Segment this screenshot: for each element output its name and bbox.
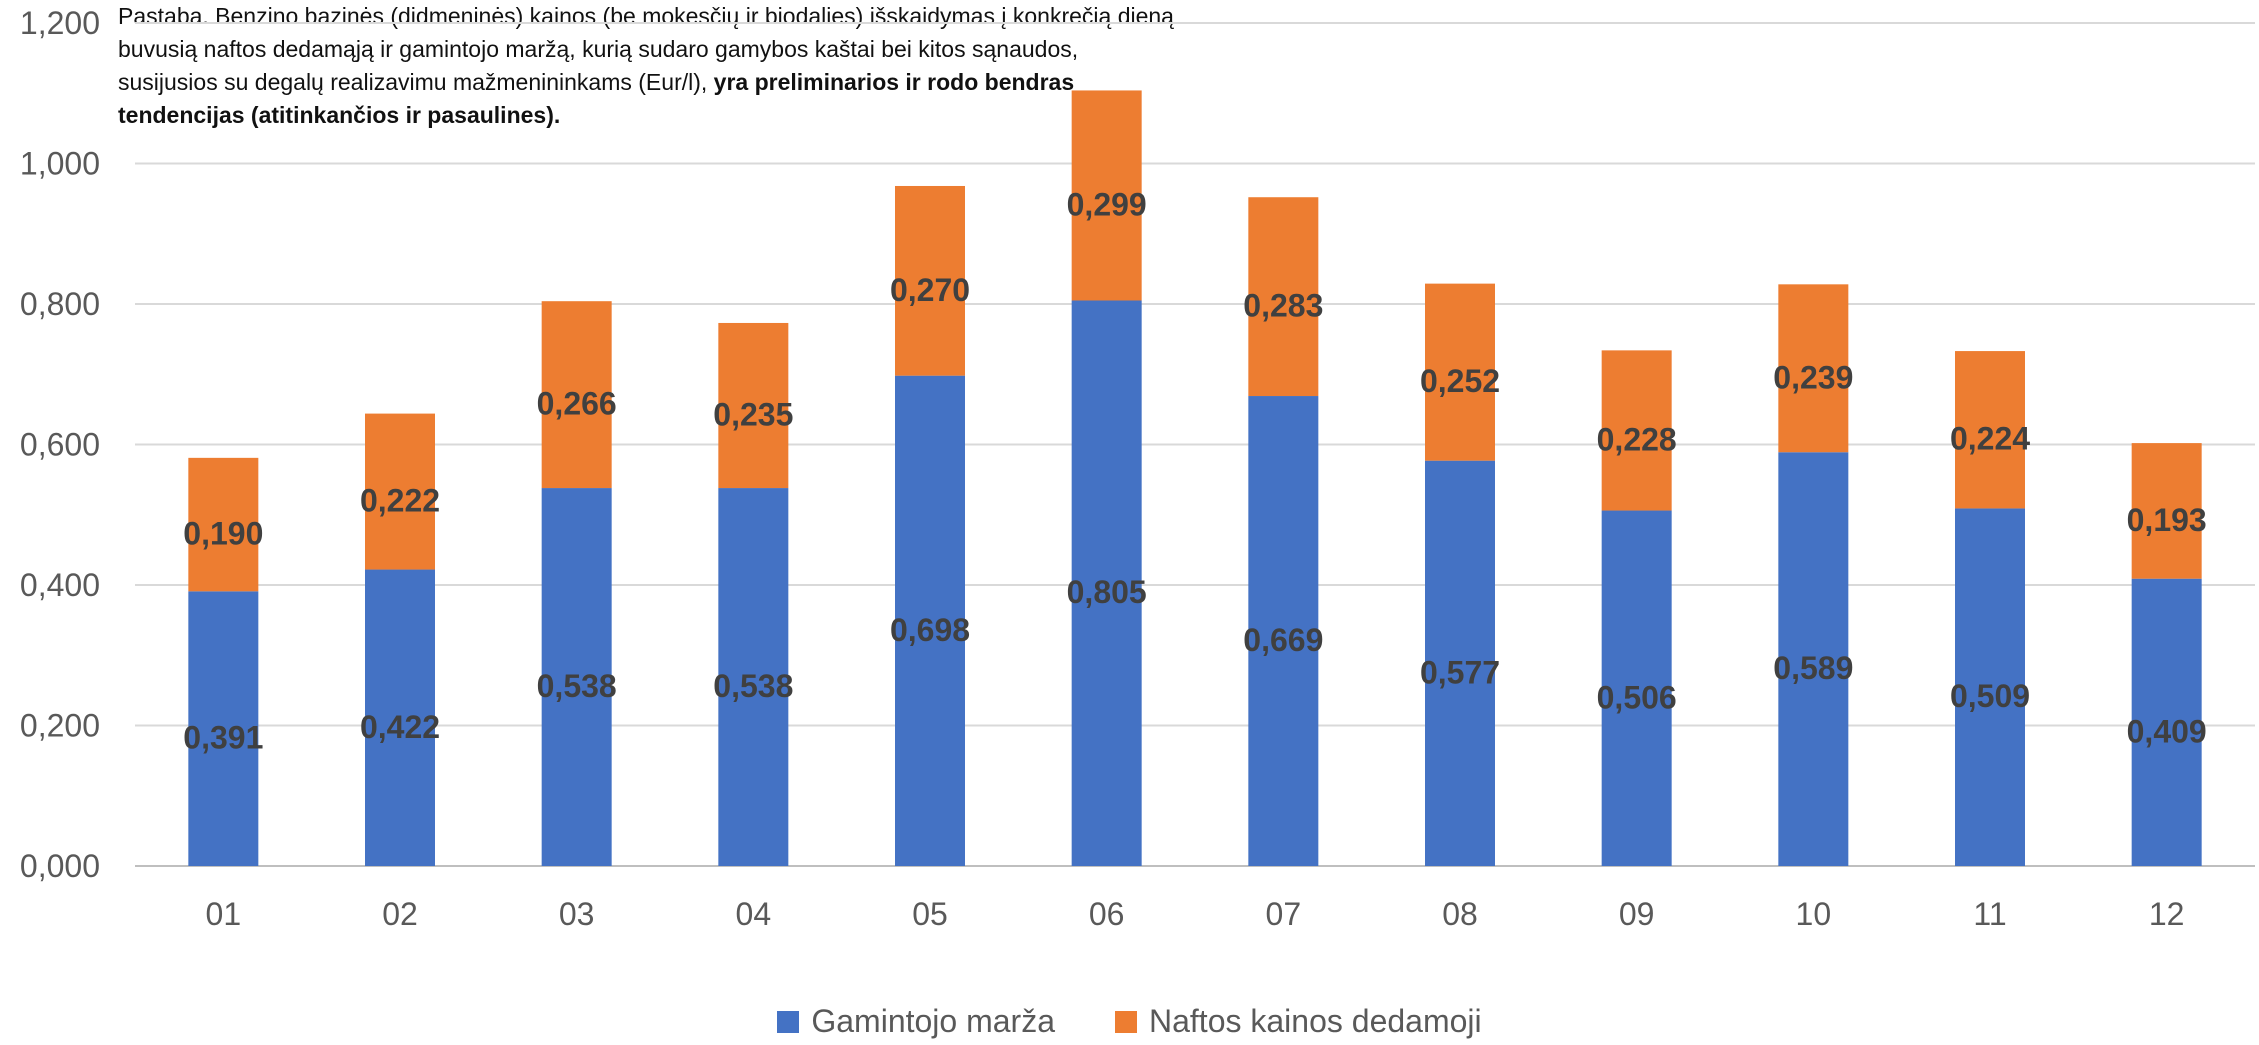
legend-item-margin[interactable]: Gamintojo marža	[777, 1003, 1055, 1040]
bar-margin	[1071, 300, 1142, 866]
x-tick-label: 12	[2149, 896, 2185, 932]
bar-margin	[2131, 578, 2202, 866]
y-tick-label: 0,400	[20, 567, 100, 603]
x-axis: 01 02 03 04 05 06 07 08 09 10 11 12	[206, 896, 2185, 932]
data-label: 0,409	[2127, 713, 2207, 749]
data-label: 0,538	[537, 668, 617, 704]
bar-margin	[1601, 510, 1672, 866]
stacked-bar-chart: 0,000 0,200 0,400 0,600 0,800 1,000 1,200 0,39…	[20, 5, 2255, 932]
data-label: 0,252	[1420, 363, 1500, 399]
data-label: 0,506	[1597, 679, 1677, 715]
x-tick-label: 04	[736, 896, 772, 932]
x-tick-label: 11	[1973, 896, 2006, 932]
bar-margin	[188, 591, 259, 866]
y-tick-label: 0,000	[20, 848, 100, 884]
x-tick-label: 07	[1266, 896, 1302, 932]
bar-oil	[1601, 350, 1672, 511]
data-label: 0,224	[1950, 421, 2030, 457]
bar-margin	[541, 488, 612, 866]
bar-margin	[1778, 452, 1849, 866]
data-label: 0,509	[1950, 678, 2030, 714]
data-label: 0,577	[1420, 654, 1500, 690]
x-tick-label: 09	[1619, 896, 1655, 932]
note-text: Pastaba. Benzino bazinės (didmeninės) ka…	[118, 3, 1174, 95]
x-tick-label: 05	[912, 896, 948, 932]
legend-swatch-oil	[1115, 1010, 1137, 1033]
gridlines	[135, 22, 2255, 867]
data-label: 0,698	[890, 612, 970, 648]
bar-oil	[2131, 443, 2202, 579]
data-label: 0,299	[1067, 186, 1147, 222]
data-label: 0,422	[360, 709, 440, 745]
bar-oil	[1248, 197, 1319, 397]
x-tick-label: 02	[382, 896, 418, 932]
data-label: 0,222	[360, 483, 440, 519]
bar-margin	[1955, 508, 2025, 866]
data-label: 0,190	[183, 516, 263, 552]
y-axis: 0,000 0,200 0,400 0,600 0,800 1,000 1,200	[20, 5, 100, 884]
chart-note: Pastaba. Benzino bazinės (didmeninės) ka…	[118, 0, 1178, 132]
data-label: 0,538	[713, 668, 793, 704]
legend-item-oil[interactable]: Naftos kainos dedamoji	[1115, 1003, 1482, 1040]
data-label: 0,228	[1597, 421, 1677, 457]
data-label: 0,589	[1773, 650, 1853, 686]
data-label: 0,270	[890, 272, 970, 308]
legend-label-margin: Gamintojo marža	[811, 1003, 1055, 1039]
y-tick-label: 0,600	[20, 427, 100, 463]
x-tick-label: 01	[206, 896, 242, 932]
data-label: 0,235	[713, 397, 793, 433]
bar-oil	[1955, 351, 2025, 509]
note-bold-text: yra preliminarios ir rodo bendras tenden…	[118, 69, 1075, 128]
y-tick-label: 1,200	[20, 5, 100, 41]
data-label: 0,193	[2127, 502, 2207, 538]
x-tick-label: 06	[1089, 896, 1125, 932]
data-label: 0,266	[537, 386, 617, 422]
bar-oil	[1071, 90, 1142, 301]
bar-oil	[895, 185, 965, 376]
data-label: 0,283	[1243, 288, 1323, 324]
data-label: 0,391	[183, 720, 263, 756]
bar-margin	[1425, 460, 1495, 866]
bar-oil	[188, 457, 259, 592]
bar-oil	[541, 301, 612, 489]
bar-oil	[1425, 283, 1495, 461]
x-tick-label: 08	[1442, 896, 1478, 932]
x-tick-label: 03	[559, 896, 595, 932]
data-label: 0,239	[1773, 359, 1853, 395]
data-label: 0,805	[1067, 574, 1147, 610]
legend-label-oil: Naftos kainos dedamoji	[1149, 1003, 1482, 1039]
legend-swatch-margin	[777, 1010, 800, 1033]
bar-margin	[365, 569, 435, 866]
bars: 0,391 0,190 0,422 0,222 0,538 0,266 0,538 0,235…	[183, 90, 2207, 866]
data-label: 0,669	[1243, 622, 1323, 658]
x-tick-label: 10	[1796, 896, 1832, 932]
bar-margin	[895, 375, 965, 866]
bar-margin	[1248, 396, 1319, 866]
y-tick-label: 1,000	[20, 146, 100, 182]
legend: Gamintojo marža Naftos kainos dedamoji	[0, 1003, 2259, 1040]
bar-oil	[718, 322, 789, 489]
bar-margin	[718, 488, 789, 866]
y-tick-label: 0,200	[20, 708, 100, 744]
y-tick-label: 0,800	[20, 286, 100, 322]
bar-oil	[365, 413, 435, 570]
bar-oil	[1778, 284, 1849, 453]
